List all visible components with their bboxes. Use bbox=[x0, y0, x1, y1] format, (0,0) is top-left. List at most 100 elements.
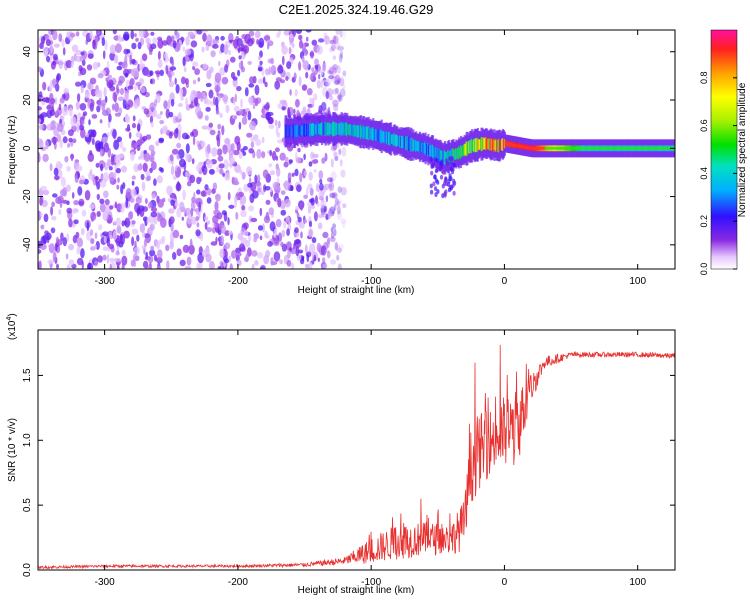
spectrogram-noise-cell bbox=[142, 162, 148, 172]
spectrogram-noise-cell bbox=[110, 153, 114, 164]
spectrogram-noise-cell bbox=[38, 124, 44, 130]
spectrogram-noise-cell bbox=[152, 37, 158, 44]
spectrogram-noise-cell bbox=[169, 216, 175, 225]
spectrogram-noise-cell bbox=[168, 111, 174, 118]
spectrogram-noise-cell bbox=[104, 198, 110, 206]
spectrogram-noise-cell bbox=[261, 151, 266, 159]
spectrogram-noise-cell bbox=[184, 48, 191, 56]
spectrogram-noise-cell bbox=[305, 30, 312, 33]
spectrogram-noise-cell bbox=[285, 216, 290, 222]
spectrogram-noise-cell bbox=[58, 103, 62, 111]
spectrogram-noise-cell bbox=[79, 55, 83, 62]
spectrogram-noise-cell bbox=[69, 32, 76, 38]
spectrogram-noise-cell bbox=[136, 234, 140, 242]
spectrogram-noise-cell bbox=[134, 33, 137, 38]
spectrogram-tail-cell bbox=[435, 167, 440, 173]
spectrogram-noise-cell bbox=[273, 251, 281, 262]
spectrogram-noise-cell bbox=[166, 185, 173, 196]
spectrogram-noise-cell bbox=[158, 239, 165, 245]
spectrogram-noise-cell bbox=[188, 104, 195, 109]
spectrogram-noise-cell bbox=[109, 52, 116, 61]
spectrogram-noise-cell bbox=[38, 139, 44, 149]
spectrogram-noise-cell bbox=[102, 172, 109, 182]
spectrogram-noise-cell bbox=[244, 112, 247, 119]
spectrogram-noise-cell bbox=[330, 206, 334, 212]
spectrogram-noise-cell bbox=[89, 246, 96, 251]
spectrogram-noise-cell bbox=[110, 262, 116, 269]
spectrogram-noise-cell bbox=[270, 257, 274, 266]
spectrogram-noise-cell bbox=[230, 143, 235, 152]
spectrogram-noise-cell bbox=[49, 92, 54, 102]
spectrogram-noise-cell bbox=[318, 196, 324, 201]
spectrogram-noise-cell bbox=[195, 164, 202, 172]
spectrogram-noise-cell bbox=[38, 106, 42, 111]
spectrogram-noise-cell bbox=[160, 167, 164, 173]
spectrogram-noise-cell bbox=[221, 76, 229, 85]
spectrogram-noise-cell bbox=[86, 64, 93, 71]
spectrogram-noise-cell bbox=[224, 64, 229, 73]
spectrogram-noise-cell bbox=[112, 91, 117, 102]
spectrogram-noise-cell bbox=[117, 177, 120, 183]
spectrogram-noise-cell bbox=[227, 192, 231, 201]
spectrogram-noise-cell bbox=[315, 195, 318, 205]
spectrogram-noise-cell bbox=[336, 65, 341, 74]
spectrogram-noise-cell bbox=[66, 207, 73, 214]
spectrogram-noise-cell bbox=[310, 197, 315, 206]
spectrogram-noise-cell bbox=[339, 78, 344, 86]
spectrogram-noise-cell bbox=[334, 74, 341, 85]
spectrogram-noise-cell bbox=[235, 251, 242, 257]
spectrogram-noise-cell bbox=[196, 176, 201, 185]
spectrogram-noise-cell bbox=[94, 89, 101, 98]
spectrogram-noise-cell bbox=[285, 76, 289, 81]
spectrogram-x-ticks: -300 -200 -100 0 100 bbox=[95, 30, 646, 287]
spectrogram-noise-cell bbox=[192, 135, 196, 146]
spectrogram-noise-cell bbox=[184, 265, 192, 269]
spectrogram-noise-cell bbox=[204, 222, 208, 230]
spectrogram-noise-cell bbox=[267, 42, 270, 50]
spectrogram-noise-cell bbox=[279, 152, 286, 161]
spectrogram-noise-cell bbox=[288, 46, 292, 55]
spectrogram-noise-cell bbox=[340, 186, 347, 196]
spectrogram-noise-cell bbox=[68, 218, 73, 228]
spectrogram-noise-cell bbox=[70, 116, 77, 127]
spectrogram-noise-cell bbox=[116, 265, 120, 269]
spectrogram-noise-cell bbox=[100, 163, 104, 172]
spectrogram-tail-cell bbox=[441, 170, 446, 175]
spectrogram-noise-cell bbox=[279, 99, 286, 105]
spectrogram-noise-cell bbox=[124, 72, 129, 78]
spectrogram-noise-cell bbox=[201, 125, 209, 130]
spectrogram-noise-cell bbox=[76, 165, 83, 172]
spectrogram-noise-cell bbox=[330, 145, 337, 152]
spectrogram-noise-cell bbox=[60, 232, 64, 241]
spectrogram-noise-cell bbox=[308, 243, 316, 254]
spectrogram-noise-cell bbox=[116, 184, 120, 190]
spectrogram-tail-cell bbox=[448, 173, 452, 179]
spectrogram-noise-cell bbox=[306, 88, 313, 96]
spectrogram-noise-cell bbox=[73, 200, 79, 206]
spectrogram-noise-cell bbox=[268, 163, 273, 168]
spectrogram-noise-cell bbox=[268, 124, 275, 129]
spectrogram-noise-cell bbox=[257, 187, 262, 193]
spectrogram-noise-cell bbox=[316, 79, 321, 89]
spectrogram-noise-cell bbox=[70, 153, 74, 162]
spectrogram-noise-cell bbox=[62, 136, 68, 144]
spectrogram-noise-cell bbox=[77, 93, 81, 103]
spectrogram-noise-cell bbox=[50, 227, 56, 234]
spectrogram-noise-cell bbox=[196, 222, 200, 228]
spectrogram-noise-cell bbox=[274, 147, 280, 153]
colorbar-tick-label: 0.8 bbox=[699, 72, 709, 85]
snr-scale-exponent: 4 bbox=[6, 317, 13, 321]
spectrogram-noise-cell bbox=[333, 104, 339, 112]
spectrogram-noise-cell bbox=[303, 170, 307, 177]
snr-y-tick-label: 0.5 bbox=[22, 498, 33, 512]
spectrogram-noise-cell bbox=[179, 158, 186, 168]
spectrogram-noise-cell bbox=[248, 30, 255, 37]
spectrogram-noise-cell bbox=[150, 245, 155, 252]
spectrogram-noise-cell bbox=[186, 181, 192, 187]
spectrogram-noise-cell bbox=[200, 190, 206, 197]
spectrogram-noise-cell bbox=[305, 36, 309, 42]
spectrogram-noise-cell bbox=[185, 143, 190, 154]
spectrogram-noise-cell bbox=[76, 246, 81, 255]
spectrogram-noise-cell bbox=[57, 195, 64, 204]
spectrogram-noise-cell bbox=[259, 235, 263, 241]
